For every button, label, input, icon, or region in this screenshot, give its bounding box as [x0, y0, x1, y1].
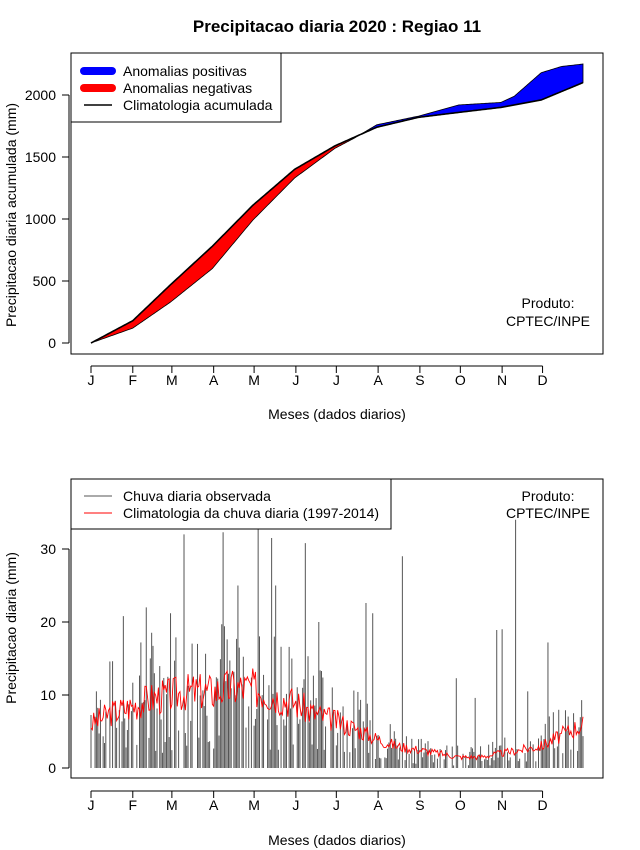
x-tick-label: M	[166, 797, 178, 813]
legend-label-positive: Anomalias positivas	[123, 63, 247, 79]
x-tick-label: O	[455, 797, 466, 813]
y-axis-label-top: Precipitacao diaria acumulada (mm)	[3, 103, 19, 327]
y-tick-label: 0	[48, 335, 56, 351]
y-tick-label: 20	[40, 614, 56, 630]
x-tick-label: J	[88, 372, 95, 388]
daily-climatology-line	[90, 668, 584, 761]
x-tick-label: S	[415, 372, 424, 388]
x-tick-label: D	[537, 372, 547, 388]
climatology-line	[90, 81, 584, 344]
x-tick-label: N	[497, 797, 507, 813]
x-tick-label: A	[209, 372, 219, 388]
x-tick-label: A	[209, 797, 219, 813]
x-tick-label: J	[292, 797, 299, 813]
x-axis-label-top: Meses (dados diarios)	[268, 406, 406, 422]
legend-box	[70, 478, 392, 530]
y-tick-label: 0	[48, 760, 56, 776]
negative-anomaly-area	[90, 134, 360, 344]
x-tick-label: N	[497, 372, 507, 388]
y-tick-label: 10	[40, 687, 56, 703]
y-tick-label: 2000	[25, 87, 56, 103]
x-tick-label: F	[129, 372, 138, 388]
y-tick-label: 1500	[25, 149, 56, 165]
x-tick-label: A	[373, 372, 383, 388]
chart-title: Precipitacao diaria 2020 : Regiao 11	[193, 17, 481, 36]
x-tick-label: O	[455, 372, 466, 388]
x-tick-label: F	[129, 797, 138, 813]
x-tick-label: S	[415, 797, 424, 813]
x-tick-label: M	[166, 372, 178, 388]
y-axis-label-bottom: Precipitacao diaria (mm)	[3, 552, 19, 704]
legend-label-climatology: Climatologia acumulada	[123, 97, 273, 113]
legend-label-observed: Chuva diaria observada	[123, 488, 271, 504]
x-tick-label: J	[333, 797, 340, 813]
x-tick-label: M	[248, 797, 260, 813]
legend-top: Anomalias positivas Anomalias negativas …	[70, 52, 282, 123]
product-credit-bottom: CPTEC/INPE	[506, 505, 590, 521]
product-credit-top: CPTEC/INPE	[506, 313, 590, 329]
x-tick-label: M	[248, 372, 260, 388]
y-tick-label: 1000	[25, 211, 56, 227]
cumulative-precipitation-panel: J F M A M J J A S O N D 0 500 1000 1500 2000 Meses (dad…	[3, 52, 604, 422]
legend-label-climatology-daily: Climatologia da chuva diaria (1997-2014)	[123, 505, 379, 521]
y-tick-label: 500	[33, 273, 57, 289]
daily-precipitation-panel: J F M A M J J A S O N D 0 10 20 30 Meses (dados diario…	[3, 478, 604, 848]
legend-bottom: Chuva diaria observada Climatologia da c…	[70, 478, 392, 530]
plot-frame-top	[70, 52, 604, 355]
legend-label-negative: Anomalias negativas	[123, 80, 252, 96]
x-tick-label: J	[88, 797, 95, 813]
x-tick-label: J	[333, 372, 340, 388]
product-label-top: Produto:	[522, 295, 575, 311]
x-axis-label-bottom: Meses (dados diarios)	[268, 832, 406, 848]
y-tick-label: 30	[40, 541, 56, 557]
x-tick-label: J	[292, 372, 299, 388]
x-tick-label: A	[373, 797, 383, 813]
product-label-bottom: Produto:	[522, 488, 575, 504]
x-tick-label: D	[537, 797, 547, 813]
